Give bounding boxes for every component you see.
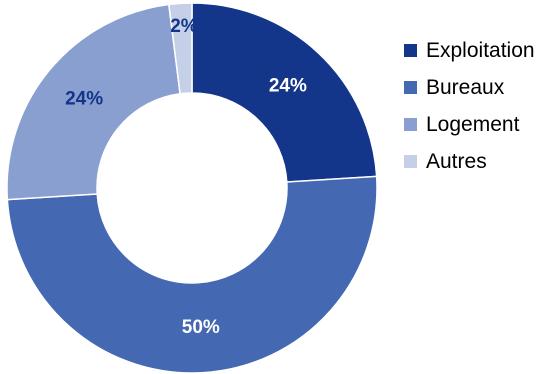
legend-swatch-logement xyxy=(404,118,417,131)
donut-chart: 24% 50% 24% 2% xyxy=(6,2,378,374)
slice-autres xyxy=(167,2,193,95)
data-label-autres: 2% xyxy=(170,16,198,37)
legend-label-exploitation: Exploitation xyxy=(426,38,535,62)
legend-swatch-exploitation xyxy=(404,44,417,57)
legend-swatch-autres xyxy=(404,155,417,168)
legend-swatch-bureaux xyxy=(404,81,417,94)
slice-logement xyxy=(6,3,181,201)
legend-label-autres: Autres xyxy=(426,149,487,173)
legend-item-exploitation: Exploitation xyxy=(404,38,535,63)
slice-exploitation xyxy=(191,2,378,183)
data-label-exploitation: 24% xyxy=(269,75,307,96)
legend-label-bureaux: Bureaux xyxy=(426,75,505,99)
data-label-logement: 24% xyxy=(65,88,103,109)
legend-item-autres: Autres xyxy=(404,149,535,174)
legend-item-bureaux: Bureaux xyxy=(404,75,535,100)
legend-item-logement: Logement xyxy=(404,112,535,137)
data-label-bureaux: 50% xyxy=(182,317,220,338)
legend: Exploitation Bureaux Logement Autres xyxy=(404,38,535,186)
slice-bureaux xyxy=(6,175,378,374)
legend-label-logement: Logement xyxy=(426,112,520,136)
